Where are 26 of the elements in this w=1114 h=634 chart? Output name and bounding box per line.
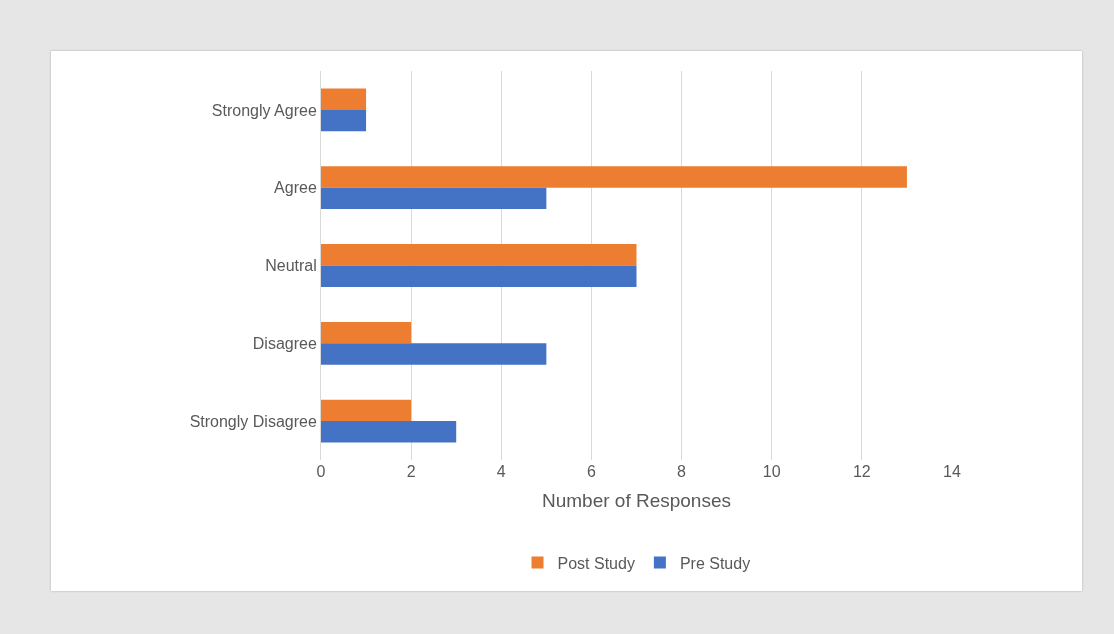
bar xyxy=(321,265,637,287)
bar xyxy=(321,187,547,210)
bar xyxy=(321,88,367,110)
bar xyxy=(321,166,907,188)
x-tick-label: 0 xyxy=(316,463,326,480)
bar xyxy=(321,343,547,365)
x-tick-label: 14 xyxy=(943,463,961,480)
x-tick-label: 4 xyxy=(496,463,506,480)
x-tick-label: 12 xyxy=(852,463,871,480)
bar xyxy=(321,109,367,132)
y-tick-label: Disagree xyxy=(252,334,317,352)
x-tick-label: 10 xyxy=(762,463,781,480)
x-tick-label: 6 xyxy=(586,463,596,480)
bar xyxy=(321,321,412,344)
y-tick-label: Agree xyxy=(274,179,317,197)
x-axis-title: Number of Responses xyxy=(541,489,732,511)
y-tick-label: Strongly Agree xyxy=(211,101,317,119)
y-tick-label: Strongly Disagree xyxy=(189,412,317,430)
bar xyxy=(321,399,412,422)
bar xyxy=(321,421,457,443)
x-tick-label: 2 xyxy=(406,463,416,480)
legend-label: Pre Study xyxy=(679,554,751,572)
bar xyxy=(321,244,637,266)
x-tick-label: 8 xyxy=(677,463,687,480)
legend-label: Post Study xyxy=(557,554,635,572)
y-tick-label: Neutral xyxy=(265,257,317,275)
